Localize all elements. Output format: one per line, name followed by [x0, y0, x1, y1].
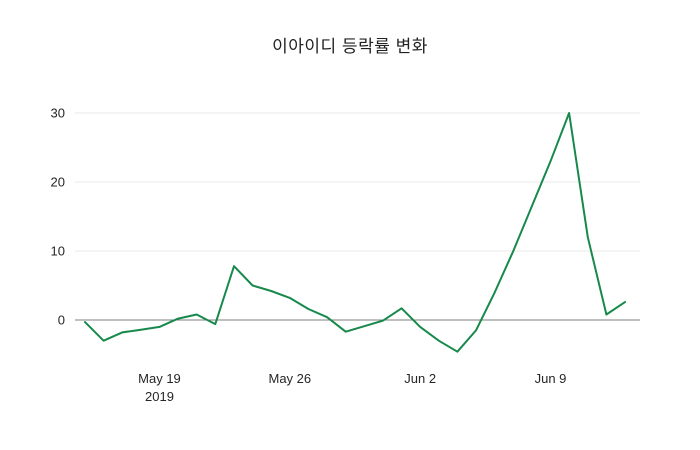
x-tick-label: Jun 9 — [535, 371, 567, 386]
line-series — [84, 112, 626, 353]
chart-title: 이아이디 등락률 변화 — [272, 37, 428, 56]
x-tick-label: Jun 2 — [404, 371, 436, 386]
x-tick-label: May 26 — [269, 371, 312, 386]
y-tick-label: 30 — [51, 106, 65, 121]
y-tick-label: 0 — [58, 313, 65, 328]
y-tick-label: 20 — [51, 175, 65, 190]
x-tick-label: May 19 — [138, 371, 181, 386]
y-tick-label: 10 — [51, 244, 65, 259]
year-label: 2019 — [145, 389, 174, 404]
